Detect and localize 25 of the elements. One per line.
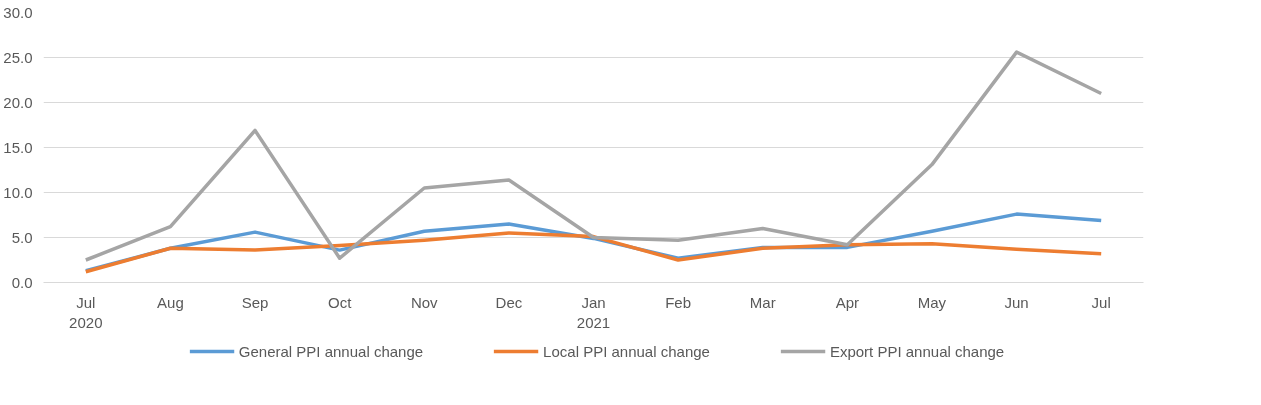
line-series xyxy=(84,50,1103,262)
y-tick-label: 5.0 xyxy=(11,228,33,246)
x-tick-label: May xyxy=(917,293,947,311)
x-tick-label: Aug xyxy=(157,293,184,311)
x-tick-label: Mar xyxy=(749,293,776,311)
x-tick-label: Nov xyxy=(410,293,439,311)
legend-label: Export PPI annual change xyxy=(829,342,1005,360)
legend-label: General PPI annual change xyxy=(238,342,424,360)
x-tick-label: Feb xyxy=(665,293,692,311)
x-tick-label: Sep xyxy=(241,293,269,311)
y-tick-label: 20.0 xyxy=(3,93,33,111)
line-series xyxy=(84,231,1103,274)
legend-label: Local PPI annual change xyxy=(543,342,710,360)
y-tick-label: 15.0 xyxy=(3,138,33,156)
x-tick-label: Oct xyxy=(327,293,353,311)
x-tick-label: Jan 2021 xyxy=(576,293,611,331)
y-tick-label: 25.0 xyxy=(3,48,33,66)
y-tick-label: 10.0 xyxy=(3,183,33,201)
x-tick-label: Jun xyxy=(1004,293,1029,311)
x-tick-label: Dec xyxy=(495,293,523,311)
y-tick-label: 0.0 xyxy=(11,273,33,291)
x-tick-label: Jul 2020 xyxy=(69,293,103,331)
x-tick-label: Apr xyxy=(835,293,860,311)
x-tick-label: Jul xyxy=(1091,293,1111,311)
y-tick-label: 30.0 xyxy=(3,3,33,21)
